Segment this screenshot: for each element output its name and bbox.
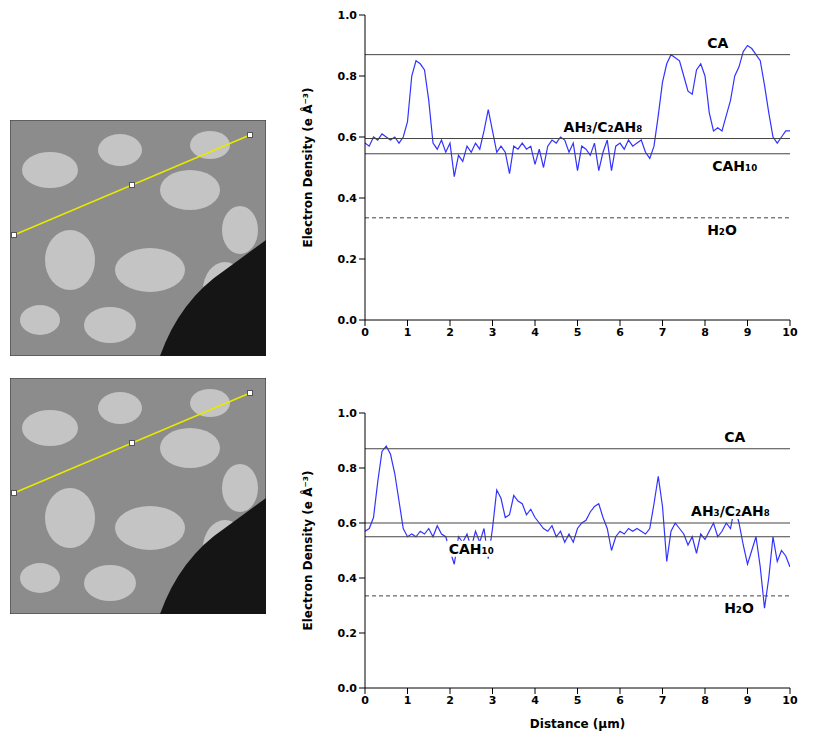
svg-text:H₂O: H₂O	[724, 600, 754, 616]
svg-text:Electron Density (e Å⁻³): Electron Density (e Å⁻³)	[300, 88, 315, 248]
svg-text:AH₃/C₂AH₈: AH₃/C₂AH₈	[691, 503, 770, 519]
svg-text:4: 4	[531, 326, 539, 339]
svg-text:1.0: 1.0	[338, 9, 358, 22]
svg-text:AH₃/C₂AH₈: AH₃/C₂AH₈	[564, 119, 643, 135]
svg-text:0.6: 0.6	[338, 131, 358, 144]
svg-text:0: 0	[361, 694, 369, 707]
svg-text:CA: CA	[707, 35, 728, 51]
svg-text:0.2: 0.2	[338, 253, 358, 266]
svg-text:1.0: 1.0	[338, 407, 358, 420]
svg-text:0.4: 0.4	[338, 192, 358, 205]
svg-text:5: 5	[574, 326, 582, 339]
svg-text:7: 7	[659, 694, 667, 707]
svg-text:0.2: 0.2	[338, 627, 358, 640]
svg-text:9: 9	[744, 326, 752, 339]
svg-text:3: 3	[489, 694, 497, 707]
svg-text:CAH₁₀: CAH₁₀	[449, 541, 494, 557]
svg-text:0.8: 0.8	[338, 70, 358, 83]
svg-text:8: 8	[701, 326, 709, 339]
svg-text:0: 0	[361, 326, 369, 339]
svg-text:0.4: 0.4	[338, 572, 358, 585]
svg-text:CAH₁₀: CAH₁₀	[712, 158, 757, 174]
svg-text:4: 4	[531, 694, 539, 707]
svg-text:8: 8	[701, 694, 709, 707]
svg-text:10: 10	[782, 694, 798, 707]
svg-text:Distance (µm): Distance (µm)	[530, 717, 625, 731]
svg-text:10: 10	[782, 326, 798, 339]
svg-text:0.8: 0.8	[338, 462, 358, 475]
svg-text:6: 6	[616, 694, 624, 707]
svg-text:Electron Density (e Å⁻³): Electron Density (e Å⁻³)	[300, 471, 315, 631]
svg-text:H₂O: H₂O	[707, 222, 737, 238]
svg-text:7: 7	[659, 326, 667, 339]
svg-text:6: 6	[616, 326, 624, 339]
svg-text:2: 2	[446, 326, 454, 339]
svg-text:2: 2	[446, 694, 454, 707]
svg-text:1: 1	[404, 326, 412, 339]
svg-text:1: 1	[404, 694, 412, 707]
svg-text:9: 9	[744, 694, 752, 707]
svg-text:CA: CA	[724, 429, 745, 445]
svg-text:3: 3	[489, 326, 497, 339]
svg-text:0.0: 0.0	[338, 682, 358, 695]
svg-text:0.6: 0.6	[338, 517, 358, 530]
svg-text:0.0: 0.0	[338, 314, 358, 327]
svg-text:5: 5	[574, 694, 582, 707]
